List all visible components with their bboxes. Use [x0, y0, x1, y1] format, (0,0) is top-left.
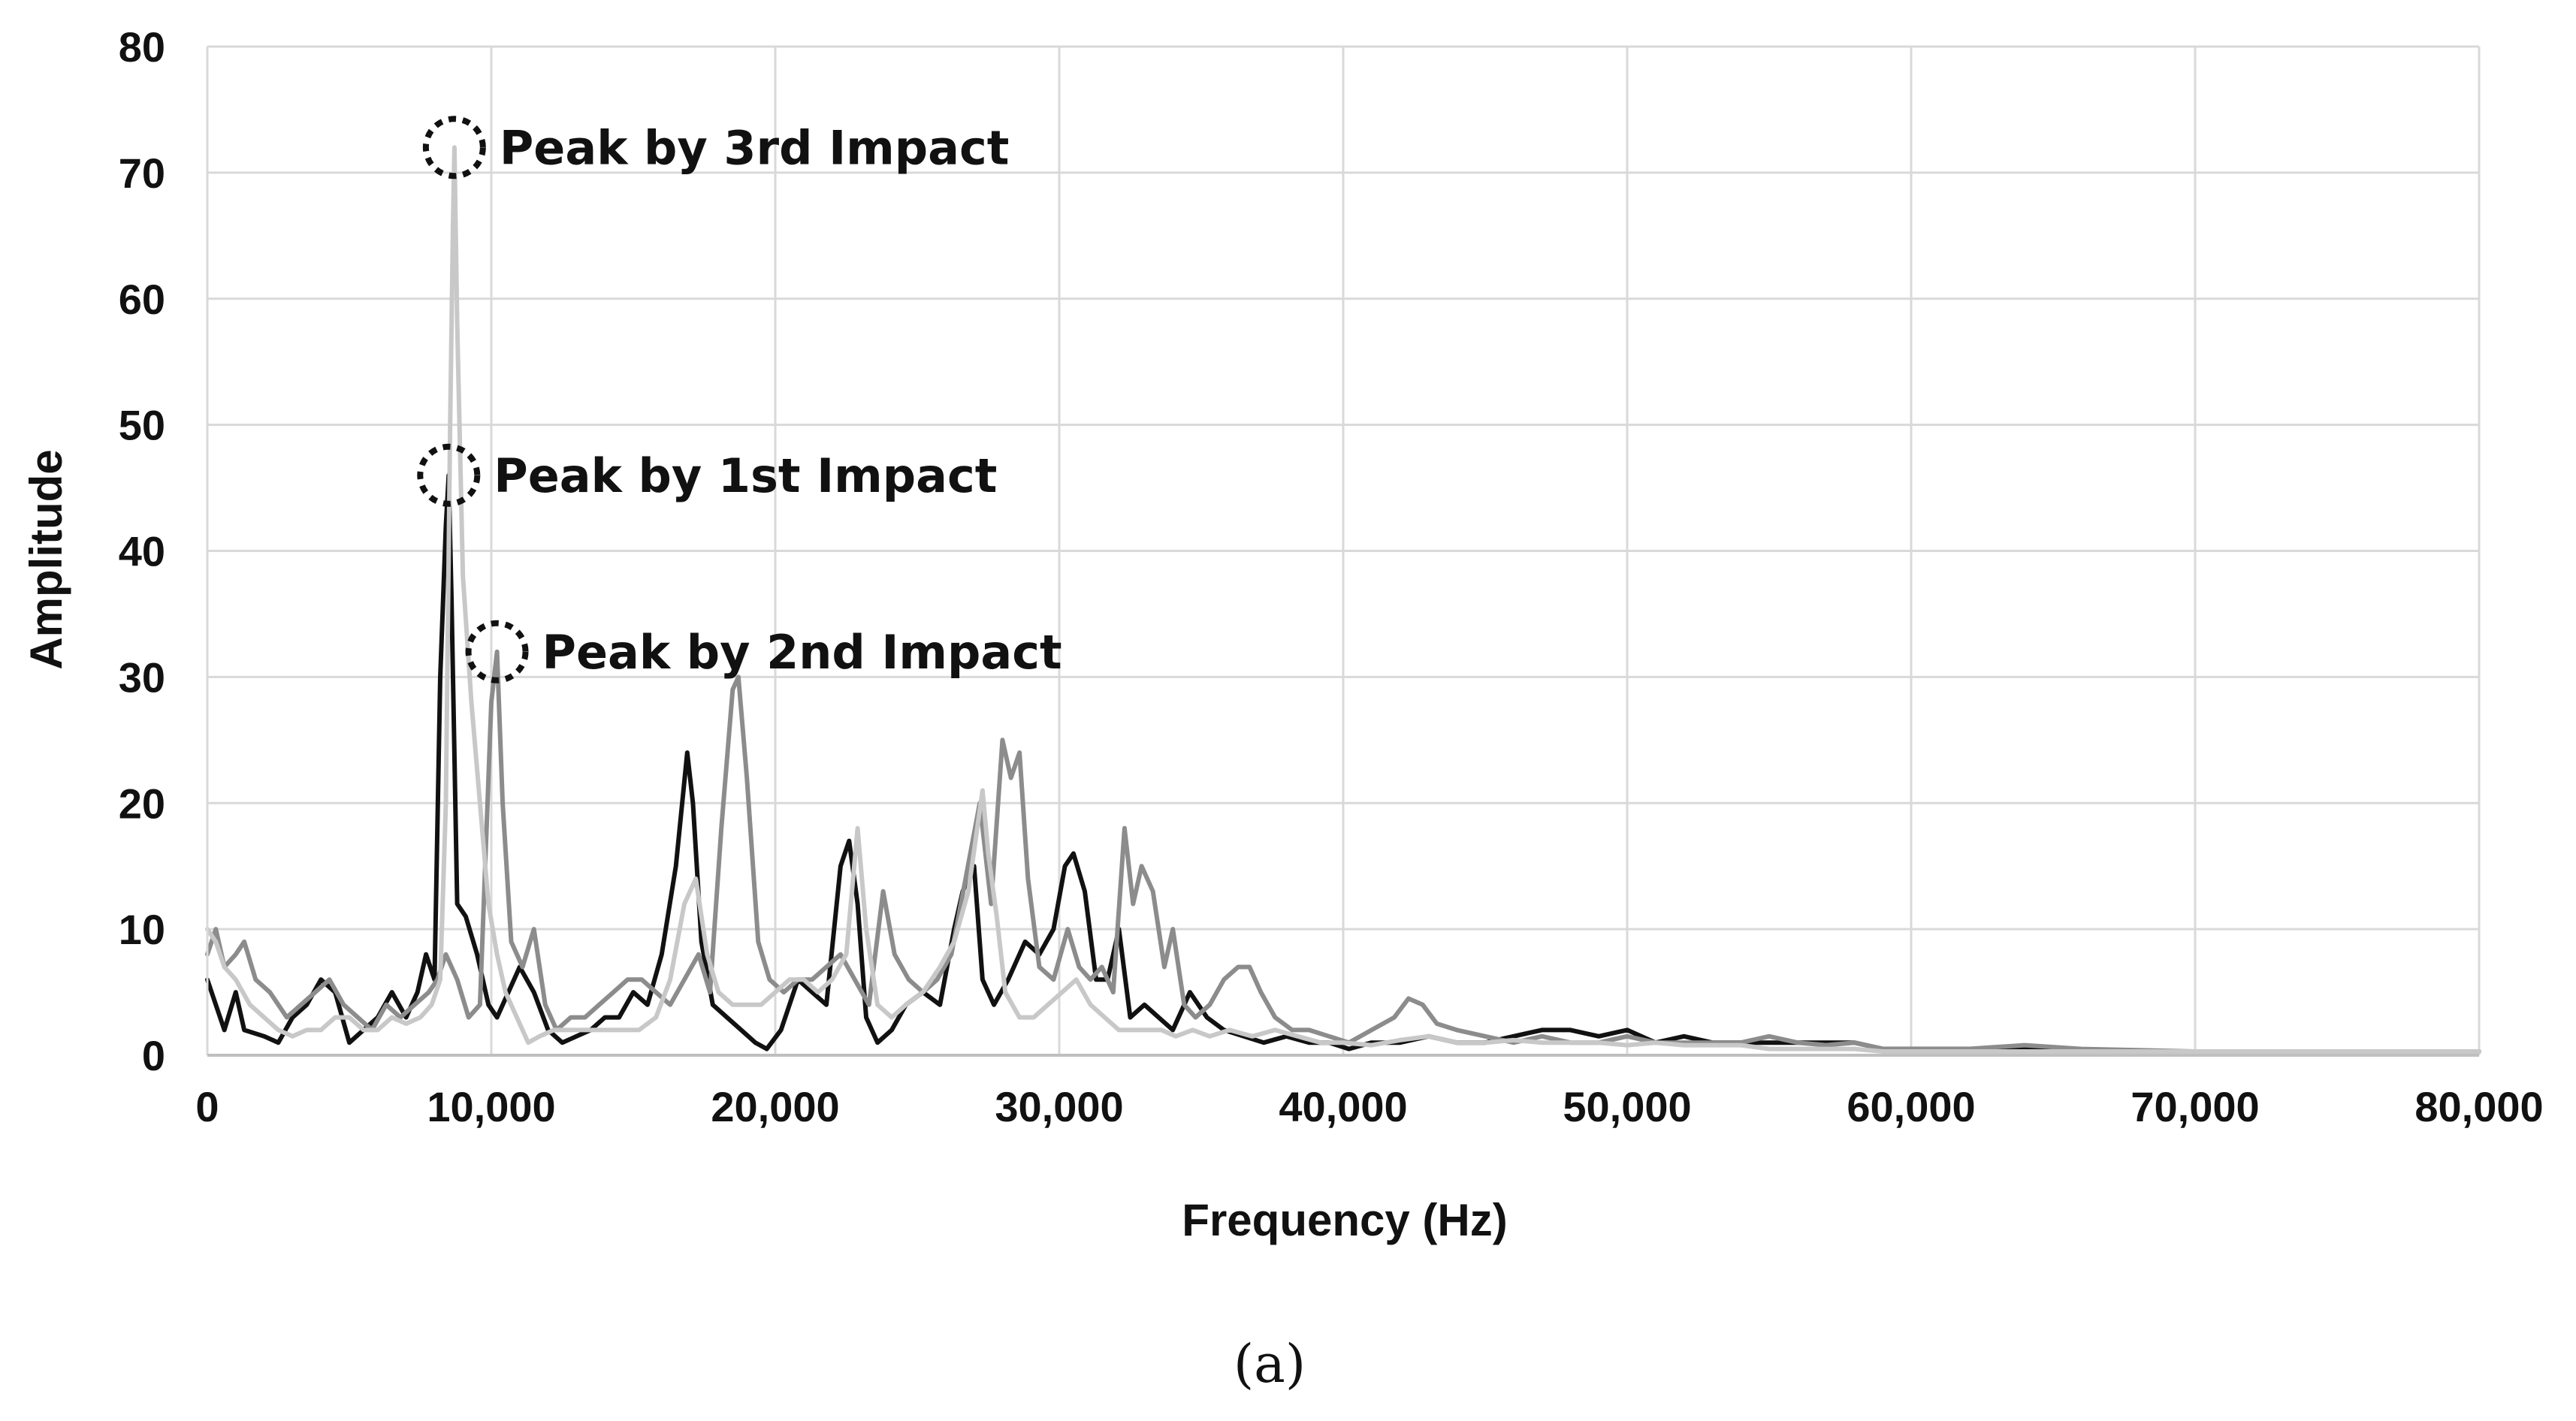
series-layer — [205, 145, 2481, 1054]
x-axis-title: Frequency (Hz) — [1182, 1195, 1507, 1245]
peak-marker-circle — [465, 620, 529, 683]
y-tick-label: 80 — [119, 23, 165, 71]
y-tick-label: 20 — [119, 780, 165, 827]
peak-annotation-label: Peak by 1st Impact — [494, 448, 997, 503]
x-tick-label: 20,000 — [711, 1083, 839, 1130]
y-tick-label: 60 — [119, 276, 165, 323]
x-tick-labels: 0 10,000 20,000 30,000 40,000 50,000 60,000 70,… — [195, 1083, 2543, 1130]
y-tick-label: 70 — [119, 149, 165, 197]
y-tick-label: 0 — [142, 1032, 165, 1079]
axes — [206, 47, 2479, 1057]
peak-annotation-label: Peak by 3rd Impact — [500, 120, 1010, 175]
x-tick-label: 80,000 — [2414, 1083, 2543, 1130]
y-tick-label: 40 — [119, 528, 165, 575]
y-axis-title: Amplitude — [21, 449, 71, 669]
x-tick-label: 0 — [195, 1083, 219, 1130]
figure-caption: (a) — [1234, 1333, 1306, 1395]
y-tick-label: 10 — [119, 906, 165, 953]
peak-annotations: Peak by 3rd Impact Peak by 1st Impact Peak… — [417, 116, 1062, 683]
x-tick-label: 70,000 — [2131, 1083, 2259, 1130]
y-tick-labels: 0 10 20 30 40 50 60 70 80 — [119, 23, 165, 1079]
peak-marker-circle — [422, 116, 486, 180]
x-tick-label: 40,000 — [1279, 1083, 1407, 1130]
series-line-3 — [205, 145, 2481, 1054]
peak-marker-circle — [417, 443, 481, 507]
x-tick-label: 60,000 — [1847, 1083, 1975, 1130]
peak-annotation-label: Peak by 2nd Impact — [542, 625, 1062, 680]
y-tick-label: 30 — [119, 653, 165, 701]
x-tick-label: 30,000 — [995, 1083, 1123, 1130]
y-tick-label: 50 — [119, 402, 165, 449]
x-tick-label: 10,000 — [427, 1083, 555, 1130]
x-tick-label: 50,000 — [1563, 1083, 1691, 1130]
